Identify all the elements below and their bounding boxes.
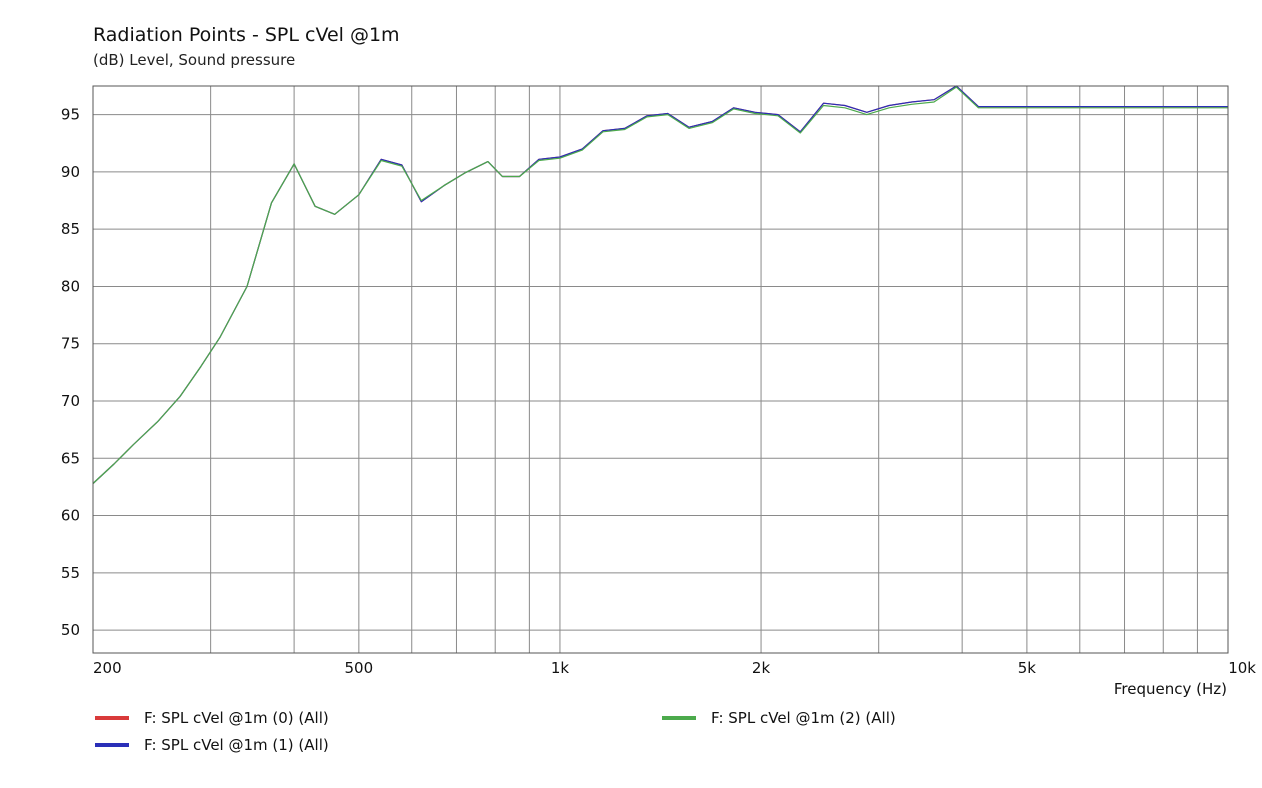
series-lines [92,85,1228,484]
y-axis-ticks: 50 55 60 65 70 75 80 85 90 95 [61,106,80,639]
series-line-2 [92,86,1228,484]
y-tick-label: 80 [61,277,80,295]
x-tick-label: 10k [1228,659,1256,677]
legend-swatch [95,743,129,747]
y-tick-label: 65 [61,449,80,467]
legend-label: F: SPL cVel @1m (1) (All) [144,736,329,754]
x-axis-label: Frequency (Hz) [1114,680,1227,698]
y-tick-label: 70 [61,392,80,410]
x-tick-label: 1k [551,659,570,677]
legend-swatch [95,716,129,720]
x-tick-label: 500 [345,659,374,677]
legend-swatch [662,716,696,720]
plot-frame [92,85,1229,654]
y-tick-label: 85 [61,220,80,238]
series-line-0 [92,85,1228,484]
series-line-1 [92,85,1228,484]
y-axis-label: (dB) Level, Sound pressure [93,51,295,69]
legend-label: F: SPL cVel @1m (0) (All) [144,709,329,727]
y-tick-label: 75 [61,335,80,353]
chart-title: Radiation Points - SPL cVel @1m [93,24,400,46]
grid [93,86,1228,653]
y-tick-label: 50 [61,621,80,639]
x-tick-label: 2k [752,659,771,677]
legend-label: F: SPL cVel @1m (2) (All) [711,709,896,727]
y-tick-label: 60 [61,507,80,525]
legend: F: SPL cVel @1m (0) (All) F: SPL cVel @1m… [95,709,896,754]
x-axis-ticks: 200 500 1k 2k 5k 10k [93,659,1256,677]
x-tick-label: 5k [1018,659,1037,677]
y-tick-label: 95 [61,106,80,124]
x-tick-label: 200 [93,659,122,677]
y-tick-label: 55 [61,564,80,582]
y-tick-label: 90 [61,163,80,181]
